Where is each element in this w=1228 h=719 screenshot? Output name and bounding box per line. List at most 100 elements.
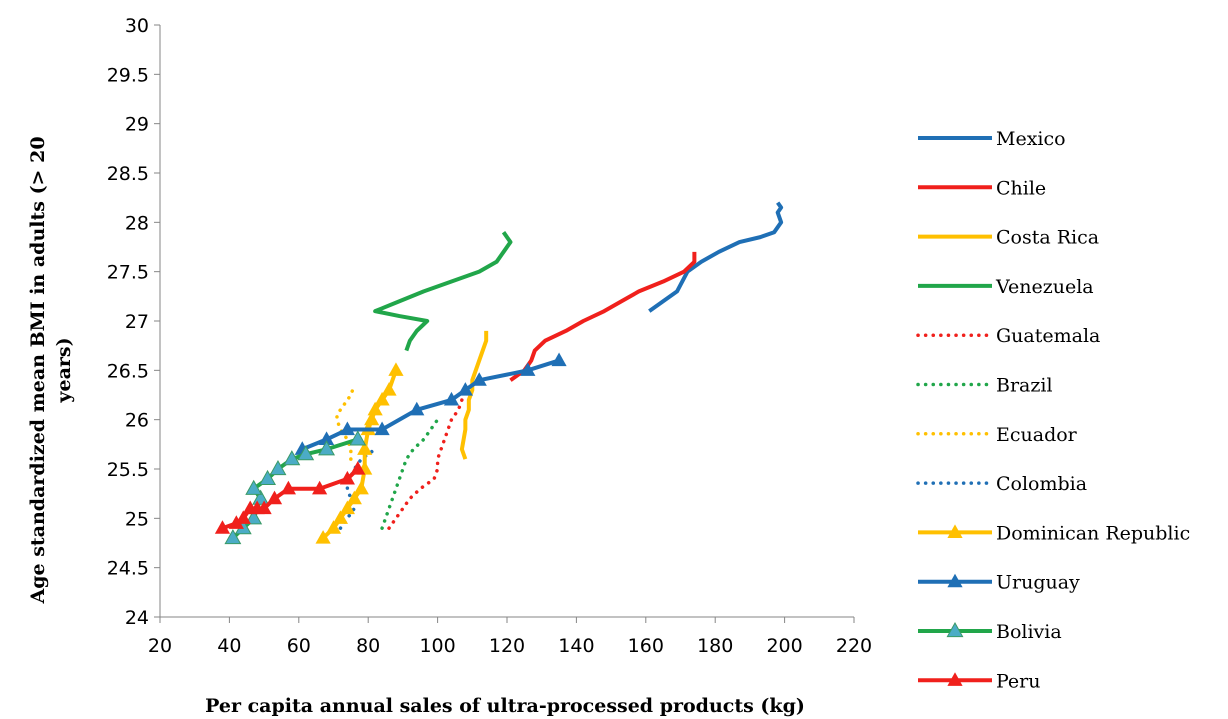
- data-point: [259, 469, 277, 485]
- y-axis-title-line-2: years): [53, 337, 75, 403]
- series-dominican-republic: [315, 362, 404, 544]
- data-point: [269, 459, 287, 476]
- series-layer: [214, 201, 784, 545]
- data-point: [245, 509, 263, 525]
- data-point: [312, 480, 328, 495]
- legend-item: Venezuela: [918, 276, 1094, 298]
- y-tick-label: 29: [125, 114, 149, 136]
- data-point: [457, 382, 473, 396]
- y-axis-title-line-1: Age standardized mean BMI in adults (> 2…: [27, 136, 49, 604]
- data-point: [228, 515, 244, 529]
- data-point: [346, 490, 362, 505]
- legend: Mexico Chile Costa Rica Venezuela Guatemala B…: [916, 128, 1190, 692]
- y-tick-label: 27: [125, 311, 149, 333]
- x-tick-label: 80: [356, 635, 380, 657]
- legend-marker: [947, 573, 963, 588]
- legend-item: Bolivia: [918, 621, 1062, 643]
- legend-label: Dominican Republic: [996, 522, 1190, 544]
- x-tick-label: 160: [628, 635, 664, 657]
- legend-marker: [946, 621, 964, 638]
- y-tick-label: 29.5: [107, 64, 149, 86]
- data-point: [350, 461, 366, 475]
- data-point: [245, 479, 263, 495]
- legend-label: Costa Rica: [996, 227, 1099, 249]
- y-tick-label: 28: [125, 212, 149, 234]
- legend-item: Peru: [918, 670, 1041, 692]
- legend-item: Colombia: [916, 473, 1087, 495]
- series-line: [509, 251, 697, 382]
- data-point: [224, 529, 242, 545]
- series-line: [387, 398, 464, 530]
- legend-label: Mexico: [996, 128, 1066, 150]
- data-point: [339, 500, 355, 515]
- x-tick-label: 20: [148, 635, 172, 657]
- y-tick-label: 28.5: [107, 163, 149, 185]
- data-point: [315, 530, 331, 544]
- y-tick-label: 24: [125, 607, 149, 629]
- series-ecuador: [335, 383, 357, 461]
- series-line: [301, 358, 560, 452]
- legend-label: Chile: [996, 177, 1046, 199]
- legend-item: Costa Rica: [918, 227, 1099, 249]
- series-mexico: [648, 201, 784, 313]
- data-point: [374, 421, 390, 436]
- x-tick-label: 180: [697, 635, 733, 657]
- legend-label: Colombia: [996, 473, 1087, 495]
- data-point: [235, 510, 251, 524]
- legend-item: Mexico: [918, 128, 1066, 150]
- x-axis-title: Per capita annual sales of ultra-process…: [205, 695, 805, 717]
- legend-label: Uruguay: [996, 572, 1080, 594]
- x-tick-label: 100: [419, 635, 455, 657]
- series-line: [459, 330, 489, 460]
- series-bolivia: [224, 430, 367, 545]
- data-point: [551, 352, 567, 367]
- data-point: [374, 391, 390, 406]
- series-line: [380, 417, 440, 530]
- data-point: [364, 411, 380, 426]
- legend-item: Guatemala: [916, 325, 1100, 347]
- x-tick-label: 200: [766, 635, 802, 657]
- data-point: [443, 391, 460, 406]
- x-tick-label: 220: [836, 635, 872, 657]
- y-tick-label: 27.5: [107, 262, 149, 284]
- x-tick-label: 40: [217, 635, 241, 657]
- series-line: [335, 383, 357, 461]
- data-point: [318, 431, 335, 445]
- legend-label: Peru: [996, 670, 1041, 692]
- data-point: [353, 480, 369, 495]
- data-point: [266, 490, 283, 505]
- data-point: [357, 441, 373, 455]
- data-point: [409, 401, 425, 416]
- data-point: [297, 445, 315, 461]
- legend-label: Brazil: [996, 375, 1053, 397]
- legend-label: Ecuador: [996, 424, 1078, 446]
- data-point: [381, 382, 397, 396]
- series-line: [648, 201, 784, 313]
- series-brazil: [380, 417, 440, 530]
- x-tick-label: 140: [558, 635, 594, 657]
- legend-label: Guatemala: [996, 325, 1100, 347]
- y-tick-label: 25.5: [107, 459, 149, 481]
- data-point: [256, 500, 272, 515]
- data-point: [283, 450, 301, 466]
- data-point: [280, 480, 296, 495]
- data-point: [471, 372, 487, 386]
- axes: 24 24.5 25 25.5 26 26.5 27 27.5 28 28.5 29 29.5 30 20…: [107, 15, 872, 657]
- data-point: [252, 489, 270, 505]
- legend-item: Brazil: [916, 375, 1053, 397]
- data-point: [339, 470, 355, 485]
- y-tick-label: 30: [125, 15, 149, 37]
- y-axis-title: Age standardized mean BMI in adults (> 2…: [27, 136, 49, 604]
- legend-label: Bolivia: [996, 621, 1062, 643]
- series-costa-rica: [459, 330, 489, 460]
- series-guatemala: [387, 398, 464, 530]
- data-point: [214, 520, 231, 534]
- legend-marker: [947, 672, 963, 686]
- legend-item: Dominican Republic: [918, 522, 1190, 544]
- y-tick-label: 25: [125, 508, 149, 530]
- data-point: [325, 520, 342, 534]
- legend-item: Chile: [918, 177, 1046, 199]
- data-point: [339, 421, 355, 436]
- series-line: [373, 231, 513, 352]
